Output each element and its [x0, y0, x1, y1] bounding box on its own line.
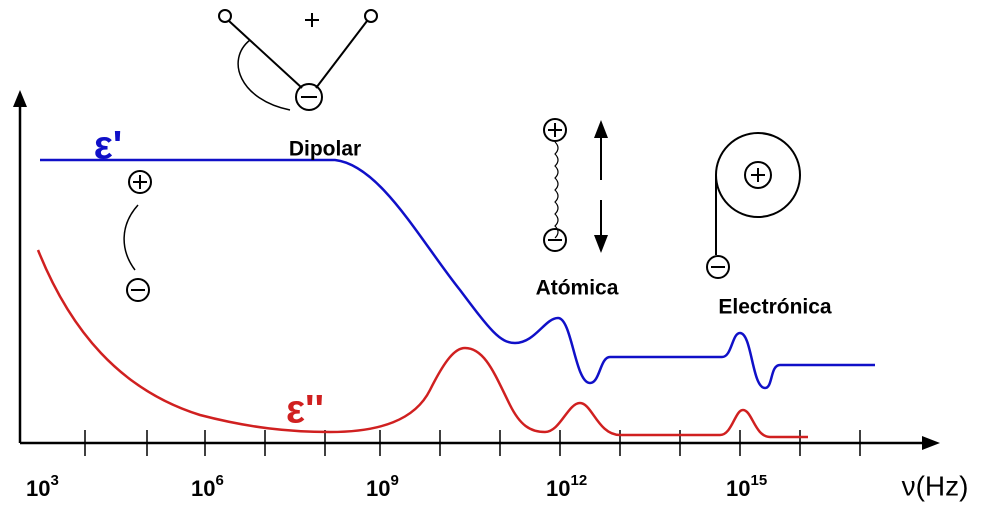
tick-exponent: 15: [750, 472, 767, 489]
tick-label: 106: [191, 472, 224, 501]
tick-label: 103: [26, 472, 59, 501]
charge-icons: [124, 10, 800, 301]
tick-exponent: 3: [50, 472, 58, 489]
axes: [13, 90, 940, 450]
electronic-label: Electrónica: [718, 296, 832, 319]
x-axis-label: ν(Hz): [902, 470, 969, 501]
tick-label: 109: [366, 472, 399, 501]
loss-label: ε'': [286, 388, 324, 432]
diagram: ε' ε'' Dipolar Atómica Electrónica ν(Hz)…: [0, 0, 1002, 506]
tick-exponent: 12: [570, 472, 587, 489]
tick-base: 10: [26, 476, 50, 501]
tick-label: 1015: [726, 472, 767, 501]
real-permittivity-curve: [40, 160, 875, 388]
loss-curve: [38, 250, 808, 437]
tick-exponent: 6: [215, 472, 223, 489]
tick-base: 10: [191, 476, 215, 501]
tick-exponent: 9: [390, 472, 398, 489]
real-label: ε': [94, 124, 123, 168]
dipolar-label: Dipolar: [289, 138, 361, 161]
atomic-label: Atómica: [536, 277, 619, 300]
tick-base: 10: [546, 476, 570, 501]
tick-base: 10: [726, 476, 750, 501]
tick-label: 1012: [546, 472, 587, 501]
tick-base: 10: [366, 476, 390, 501]
